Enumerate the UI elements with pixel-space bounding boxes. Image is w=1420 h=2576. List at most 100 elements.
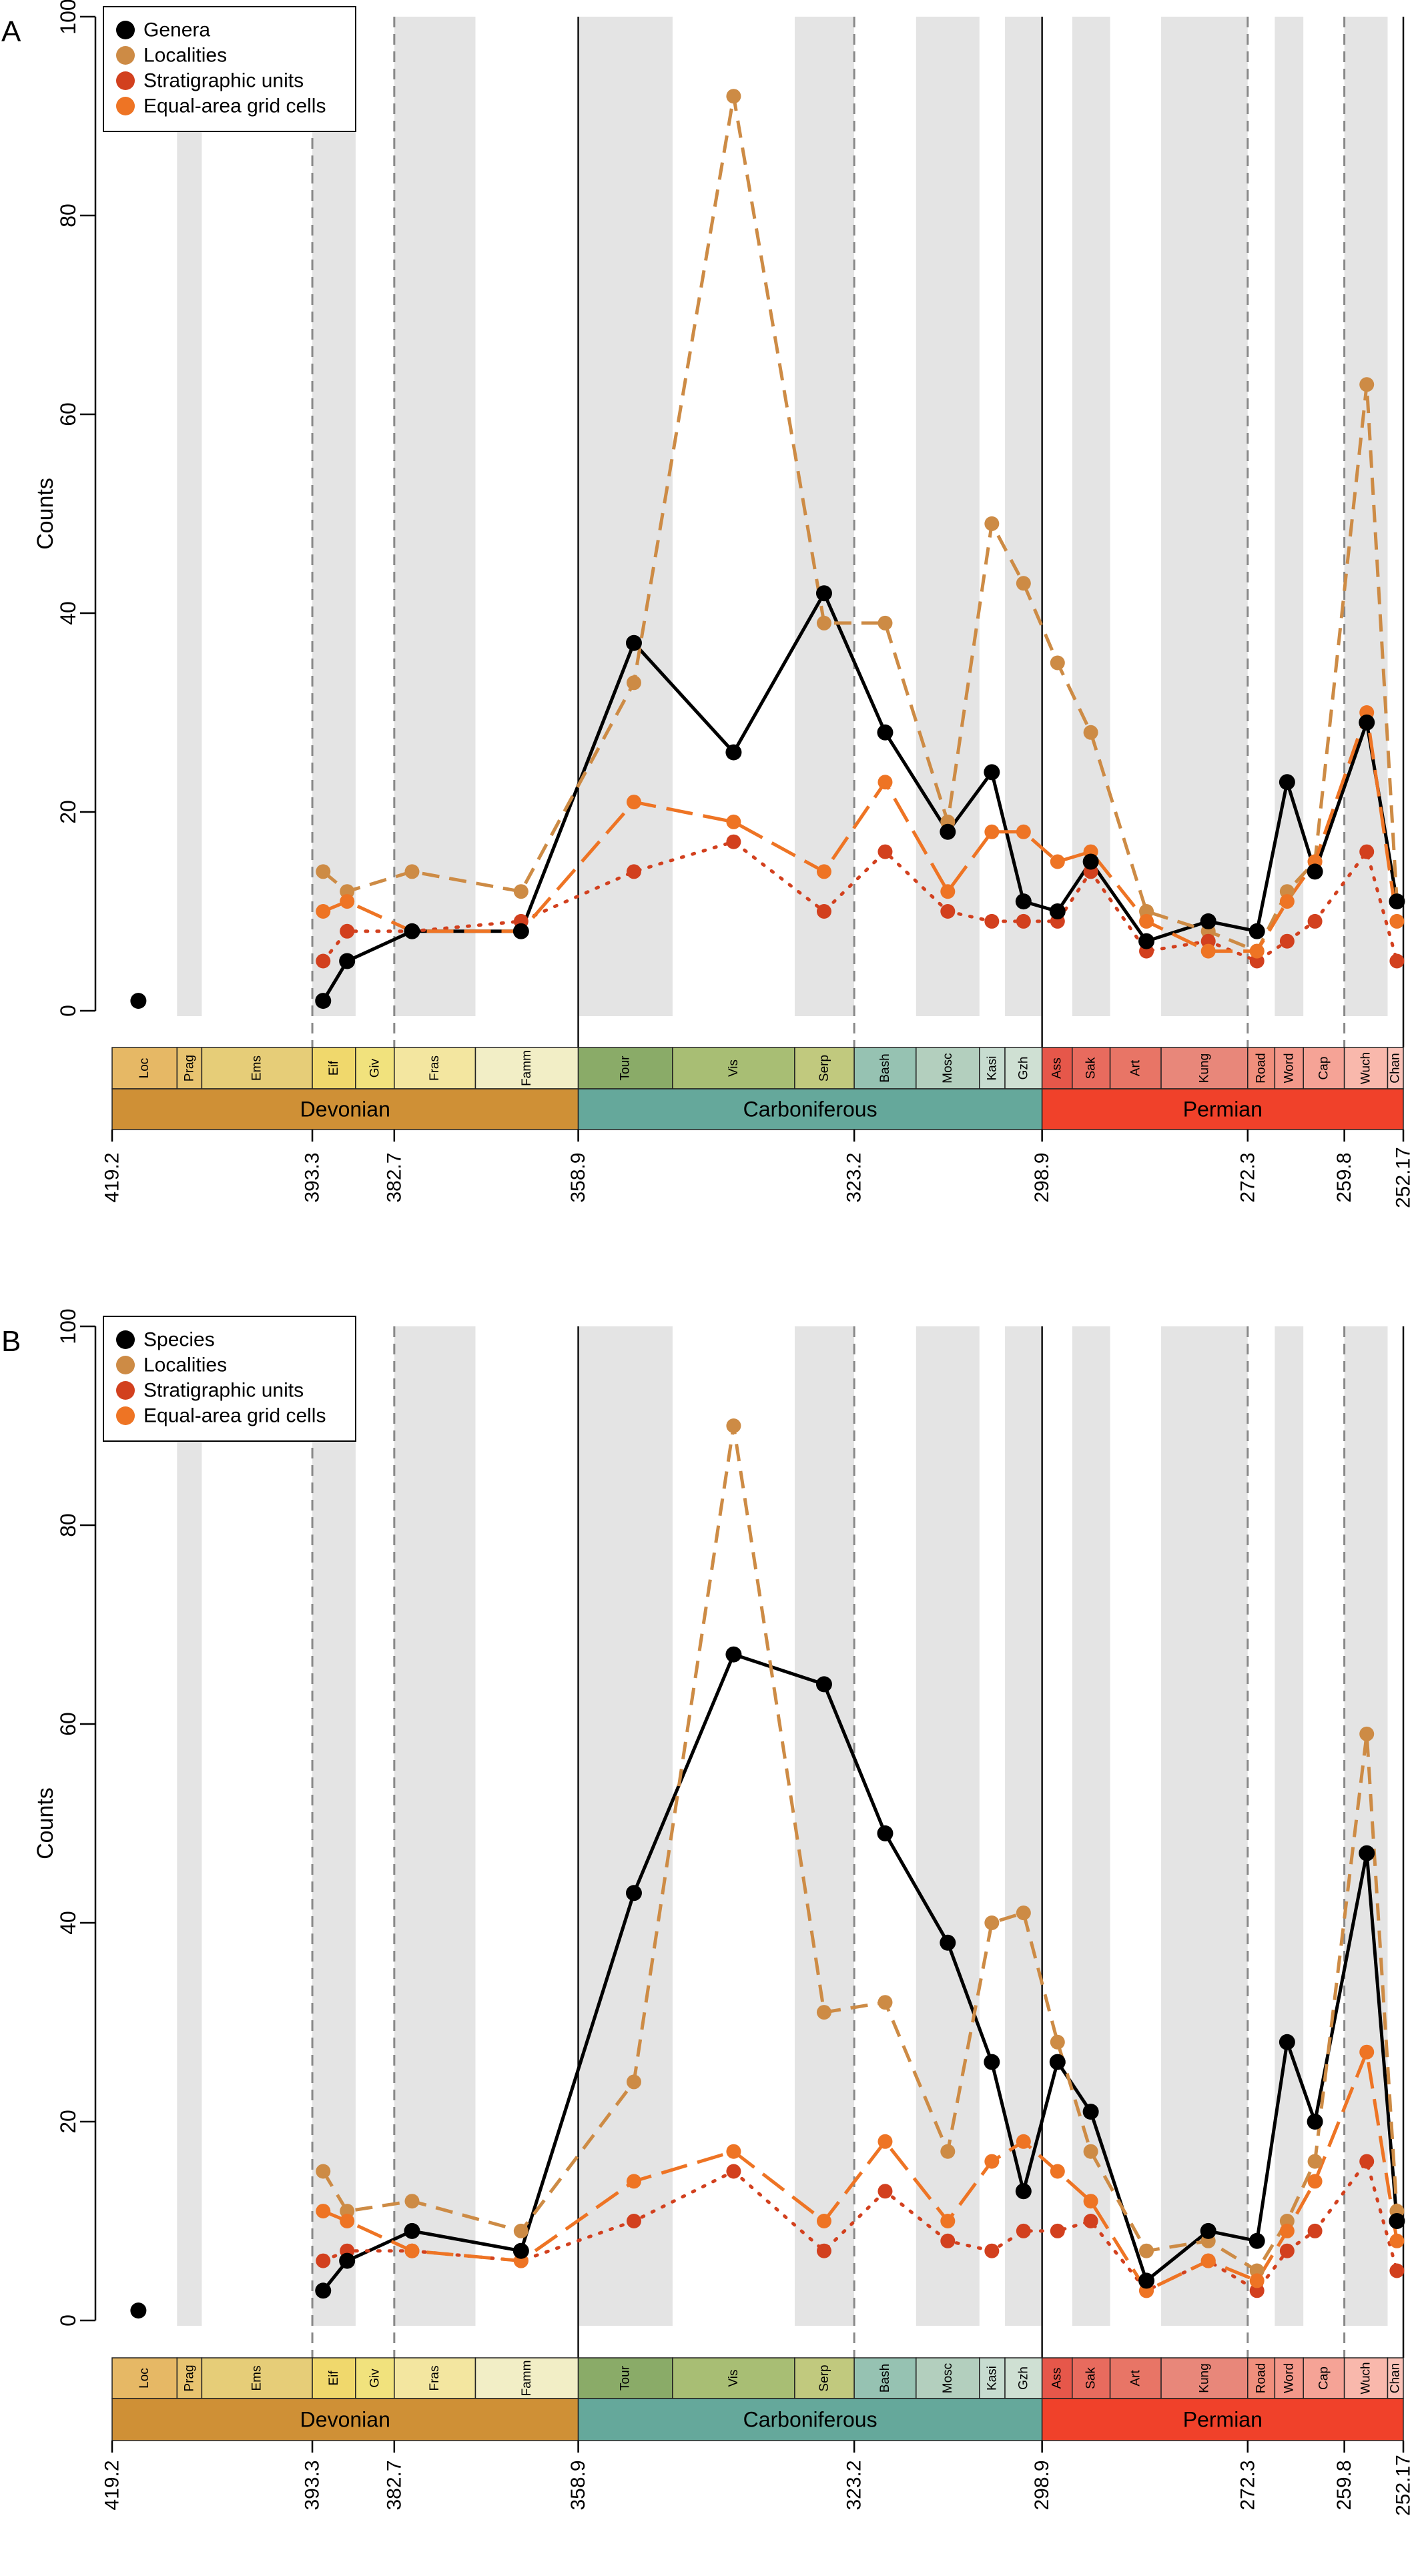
data-point bbox=[404, 2243, 420, 2258]
data-point bbox=[340, 923, 355, 939]
x-tick-label: 382.7 bbox=[383, 2460, 405, 2510]
data-point bbox=[626, 864, 641, 879]
stage-cell bbox=[312, 1047, 356, 1090]
stage-label: Chan bbox=[1389, 2363, 1403, 2393]
data-point bbox=[1279, 2243, 1295, 2258]
stage-band bbox=[394, 17, 476, 1016]
stage-label: Ass bbox=[1050, 1057, 1064, 1079]
y-tick-label: 100 bbox=[56, 0, 80, 35]
series-line-2 bbox=[321, 2160, 1399, 2292]
data-point bbox=[877, 1825, 894, 1841]
stage-label: Gzh bbox=[1016, 2367, 1030, 2390]
stage-label: Serp bbox=[817, 1055, 831, 1082]
data-point bbox=[340, 2214, 355, 2228]
stage-band bbox=[578, 1326, 673, 2326]
data-point bbox=[726, 89, 741, 104]
stage-cell bbox=[672, 1047, 795, 1090]
stage-cell bbox=[1004, 2357, 1043, 2399]
legend-swatch bbox=[116, 21, 135, 39]
stage-label: Bash bbox=[878, 2364, 892, 2393]
stage-label: Fras bbox=[428, 1055, 442, 1081]
legend-box bbox=[103, 1316, 356, 1442]
series-line-0 bbox=[322, 591, 1399, 1002]
x-tick-label: 393.3 bbox=[302, 1152, 324, 1202]
stage-label: Road bbox=[1255, 1053, 1269, 1083]
stage-label: Cap bbox=[1317, 2367, 1331, 2390]
data-point bbox=[1307, 863, 1323, 880]
data-point bbox=[1050, 2034, 1065, 2050]
legend-label: Localities bbox=[143, 45, 227, 67]
stage-cell bbox=[176, 2357, 203, 2399]
stage-label: Sak bbox=[1084, 2367, 1098, 2389]
data-point bbox=[1016, 576, 1031, 591]
data-point bbox=[404, 923, 420, 939]
stage-cell bbox=[1072, 1047, 1111, 1090]
data-point bbox=[940, 823, 956, 840]
data-point bbox=[1050, 2223, 1065, 2238]
x-axis: 419.2 393.3 382.7 358.9 323.2 298.9 272.3 259.8… bbox=[101, 2441, 1415, 2516]
x-tick-label: 419.2 bbox=[101, 1152, 123, 1202]
x-tick-label: 419.2 bbox=[101, 2460, 123, 2510]
stage-cell bbox=[1072, 2357, 1111, 2399]
data-point bbox=[816, 904, 831, 919]
stage-label: Eif bbox=[327, 1060, 341, 1076]
y-tick-label: 0 bbox=[56, 2314, 80, 2326]
data-point bbox=[1200, 943, 1216, 959]
y-tick-label: 40 bbox=[56, 1911, 80, 1935]
stage-label: Mosc bbox=[941, 1053, 955, 1083]
x-tick-label: 382.7 bbox=[383, 1152, 405, 1202]
stage-cell bbox=[1303, 1047, 1345, 1090]
data-point bbox=[625, 634, 642, 651]
data-point bbox=[1016, 913, 1031, 929]
stage-cell bbox=[794, 1047, 855, 1090]
series-group bbox=[130, 1418, 1405, 2319]
stage-label: Vis bbox=[727, 1059, 741, 1077]
stage-label: Prag bbox=[182, 2365, 196, 2391]
period-bar: Devonian Carboniferous Permian bbox=[111, 2398, 1404, 2441]
period-label: Devonian bbox=[300, 1098, 390, 1122]
period-label: Carboniferous bbox=[743, 2408, 877, 2432]
y-axis-label: Counts bbox=[33, 1787, 58, 1859]
data-point bbox=[1083, 2194, 1098, 2209]
data-point bbox=[1307, 2154, 1323, 2169]
data-point bbox=[316, 864, 331, 879]
stage-label: Tour bbox=[619, 2365, 633, 2391]
data-point bbox=[940, 2214, 956, 2228]
stage-label: Chan bbox=[1389, 1053, 1403, 1083]
data-point bbox=[339, 953, 356, 969]
legend-label: Equal-area grid cells bbox=[143, 1405, 326, 1427]
stage-cell bbox=[794, 2357, 855, 2399]
stage-band bbox=[578, 17, 673, 1016]
stage-band bbox=[794, 17, 855, 1016]
data-point bbox=[984, 1915, 1000, 1930]
data-point bbox=[1249, 943, 1265, 959]
x-tick-label: 252.17 bbox=[1393, 2455, 1415, 2516]
data-point bbox=[877, 1995, 893, 2010]
data-point bbox=[513, 884, 528, 899]
data-point bbox=[1279, 2034, 1295, 2050]
stage-cell bbox=[111, 1047, 178, 1090]
stage-cell bbox=[1109, 2357, 1162, 2399]
data-point bbox=[1359, 377, 1375, 392]
stage-label: Ems bbox=[250, 2366, 264, 2391]
x-tick-label: 393.3 bbox=[302, 2460, 324, 2510]
stage-band bbox=[1161, 17, 1248, 1016]
data-point bbox=[1016, 824, 1031, 839]
data-point bbox=[940, 884, 956, 899]
x-tick-label: 272.3 bbox=[1236, 2460, 1259, 2510]
data-point bbox=[726, 834, 741, 849]
legend-swatch bbox=[116, 71, 135, 90]
stage-cell bbox=[1343, 2357, 1389, 2399]
period-label: Permian bbox=[1183, 2408, 1263, 2432]
stage-label: Ems bbox=[250, 1055, 264, 1081]
x-tick-label: 323.2 bbox=[843, 1152, 865, 1202]
data-point bbox=[984, 2154, 1000, 2169]
stage-cell bbox=[312, 2357, 356, 2399]
y-tick-label: 80 bbox=[56, 1513, 80, 1537]
x-axis: 419.2 393.3 382.7 358.9 323.2 298.9 272.3 259.8… bbox=[101, 1130, 1415, 1208]
data-point bbox=[1389, 953, 1405, 969]
legend: Species Localities Stratigraphic units Equa… bbox=[103, 1316, 356, 1442]
data-point bbox=[815, 1676, 832, 1693]
data-point bbox=[512, 923, 529, 939]
data-point bbox=[339, 2252, 356, 2269]
